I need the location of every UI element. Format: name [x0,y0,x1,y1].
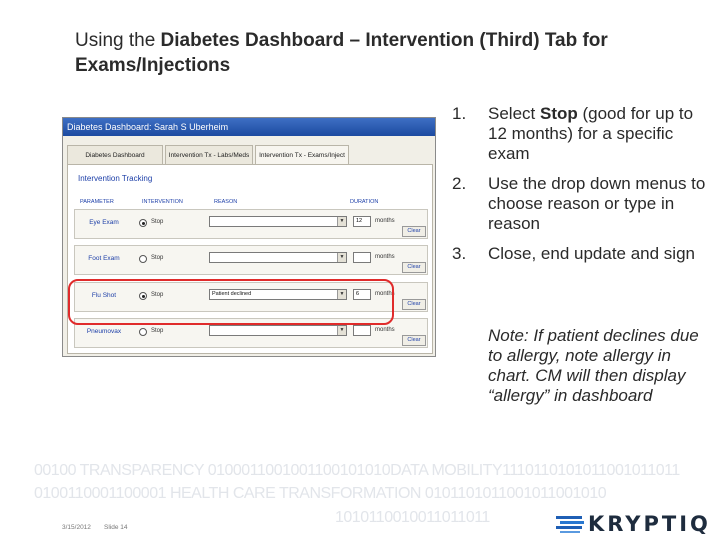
table-row: Flu Shot Stop Patient declined ▼ 6 months… [74,282,428,312]
kryptiq-logo: KRYPTIQ [554,508,716,538]
months-label: months [375,218,395,224]
header-parameter: PARAMETER [80,199,114,205]
header-reason: REASON [214,199,238,205]
stop-label: Stop [151,219,164,225]
table-row: Foot Exam Stop ▼ months Clear [74,245,428,275]
instruction-step-3: 3. Close, end update and sign [452,244,714,264]
background-binary-line-3: 1010110010011011011 [335,509,490,526]
slide-title-bold: Diabetes Dashboard – Intervention (Third… [75,30,608,76]
footer-slide-number: Slide 14 [104,524,128,531]
step-text-prefix: Select [488,104,540,123]
months-label: months [375,291,395,297]
stop-radio[interactable] [139,292,147,300]
allergy-note: Note: If patient declines due to allergy… [488,326,699,405]
background-binary-line-2: 0100110001100001 HEALTH CARE TRANSFORMAT… [34,485,607,502]
chevron-down-icon[interactable]: ▼ [337,253,346,262]
stop-label: Stop [151,255,164,261]
header-duration: DURATION [350,199,379,205]
duration-dropdown[interactable]: 6 [353,289,371,300]
clear-button[interactable]: Clear [402,299,426,310]
reason-dropdown[interactable]: ▼ [209,216,347,227]
stop-label: Stop [151,328,164,334]
tab-exams-inject[interactable]: Intervention Tx - Exams/Inject [255,145,349,164]
tab-diabetes-dashboard[interactable]: Diabetes Dashboard [67,145,163,164]
chevron-down-icon[interactable]: ▼ [337,326,346,335]
chevron-down-icon[interactable]: ▼ [337,217,346,226]
step-number: 2. [452,174,467,193]
clear-button[interactable]: Clear [402,262,426,273]
parameter-label: Eye Exam [89,219,119,226]
months-label: months [375,327,395,333]
duration-dropdown[interactable] [353,325,371,336]
stop-radio[interactable] [139,219,147,227]
section-title: Intervention Tracking [78,174,153,183]
reason-dropdown[interactable]: ▼ [209,325,347,336]
logo-text: KRYPTIQ [588,512,711,536]
reason-dropdown[interactable]: Patient declined ▼ [209,289,347,300]
stop-radio[interactable] [139,255,147,263]
duration-dropdown[interactable] [353,252,371,263]
reason-dropdown[interactable]: ▼ [209,252,347,263]
footer-date: 3/15/2012 [62,524,91,531]
diabetes-dashboard-window: Diabetes Dashboard: Sarah S Uberheim Dia… [62,117,436,357]
step-text-bold: Stop [539,104,578,123]
reason-value: Patient declined [212,291,252,297]
clear-button[interactable]: Clear [402,226,426,237]
background-binary-line-1: 00100 TRANSPARENCY 010001100100110010101… [34,462,680,479]
step-text: Close, end update and sign [488,244,695,263]
tab-labs-meds[interactable]: Intervention Tx - Labs/Meds [165,145,253,164]
months-label: months [375,254,395,260]
instruction-step-2: 2. Use the drop down menus to choose rea… [452,174,714,234]
instruction-step-1: 1. Select Stop (good for up to 12 months… [452,104,714,164]
step-number: 1. [452,104,467,123]
slide-title: Using the Diabetes Dashboard – Intervent… [75,28,695,78]
tab-bar: Diabetes Dashboard Intervention Tx - Lab… [67,145,433,164]
chevron-down-icon[interactable]: ▼ [337,290,346,299]
parameter-label: Pneumovax [86,328,122,335]
flu-shot-highlight [68,279,394,325]
step-text: Use the drop down menus to choose reason… [488,174,706,233]
stop-radio[interactable] [139,328,147,336]
step-text-suffix: (good for up to 12 months) for a specifi… [488,104,694,163]
header-intervention: INTERVENTION [142,199,183,205]
stop-label: Stop [151,292,164,298]
slide-title-prefix: Using the [75,30,161,51]
table-row: Eye Exam Stop ▼ 12 months Clear [74,209,428,239]
parameter-label: Foot Exam [88,255,120,262]
kryptiq-logo-icon [556,516,584,533]
intervention-tracking-panel: Intervention Tracking PARAMETER INTERVEN… [67,164,433,354]
duration-dropdown[interactable]: 12 [353,216,371,227]
step-number: 3. [452,244,467,263]
instruction-list: 1. Select Stop (good for up to 12 months… [452,104,714,274]
window-title-bar: Diabetes Dashboard: Sarah S Uberheim [63,118,435,136]
clear-button[interactable]: Clear [402,335,426,346]
parameter-label: Flu Shot [91,292,117,299]
